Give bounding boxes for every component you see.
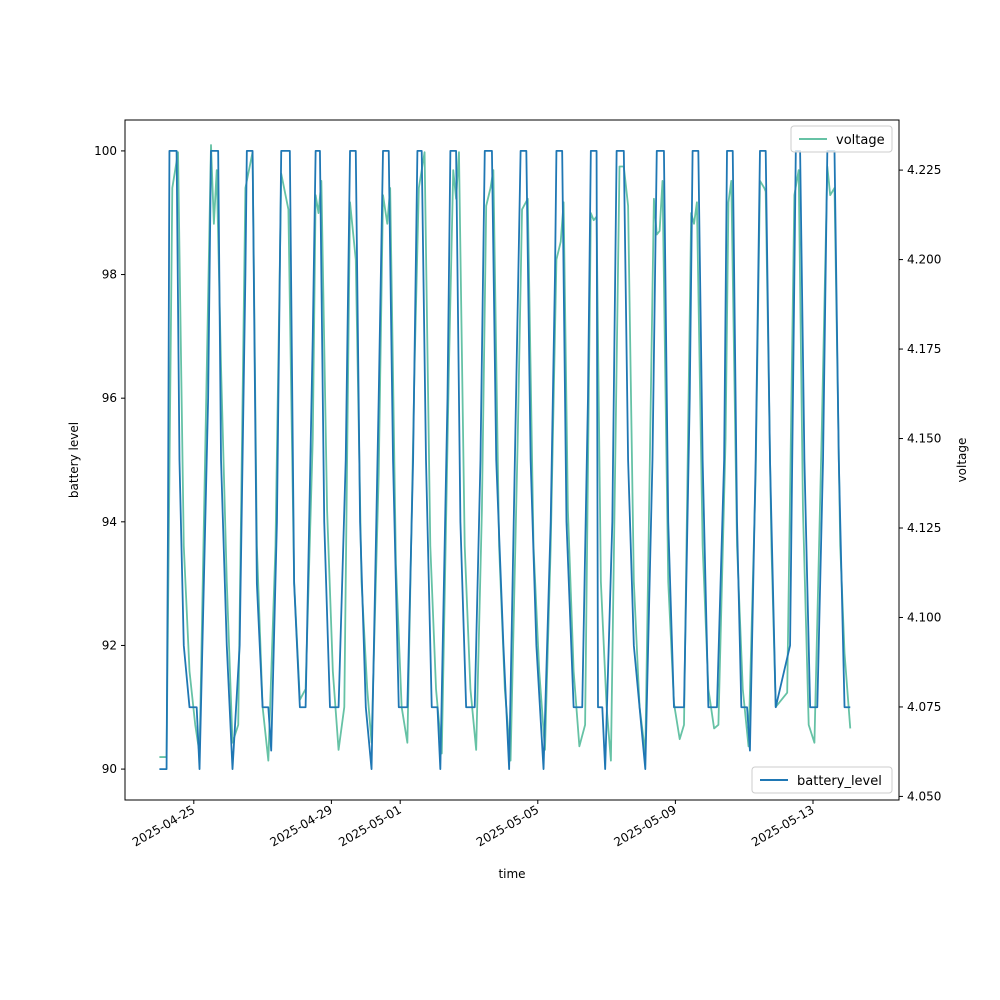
right-y-tick-label: 4.200 xyxy=(907,253,941,267)
legend-voltage: voltage xyxy=(790,125,893,153)
legend-voltage-box xyxy=(790,125,893,153)
series-line-voltage xyxy=(159,144,852,762)
x-axis-title: time xyxy=(498,867,525,881)
legend-battery-level: battery_level xyxy=(751,766,893,794)
left-y-tick-label: 98 xyxy=(102,268,117,282)
left-y-tick-label: 92 xyxy=(102,638,117,652)
left-y-tick-label: 94 xyxy=(102,515,117,529)
legend-battery-level-box xyxy=(751,766,893,794)
legend-battery-level-label: battery_level xyxy=(797,774,882,789)
right-y-tick-label: 4.075 xyxy=(907,700,941,714)
right-y-axis-title: voltage xyxy=(955,438,969,483)
right-y-tick-label: 4.050 xyxy=(907,789,941,803)
right-y-tick-label: 4.100 xyxy=(907,610,941,624)
plot-frame xyxy=(124,119,900,801)
left-y-tick-label: 100 xyxy=(94,144,117,158)
right-y-tick-label: 4.150 xyxy=(907,432,941,446)
series-line-battery-level xyxy=(159,150,851,770)
left-y-tick-label: 90 xyxy=(102,762,117,776)
left-y-axis-title: battery level xyxy=(67,422,81,498)
right-y-tick-label: 4.125 xyxy=(907,521,941,535)
right-y-tick-label: 4.225 xyxy=(907,163,941,177)
left-y-tick-label: 96 xyxy=(102,391,117,405)
legend-voltage-label: voltage xyxy=(836,133,885,148)
plot-area xyxy=(159,144,852,770)
right-y-tick-label: 4.175 xyxy=(907,342,941,356)
